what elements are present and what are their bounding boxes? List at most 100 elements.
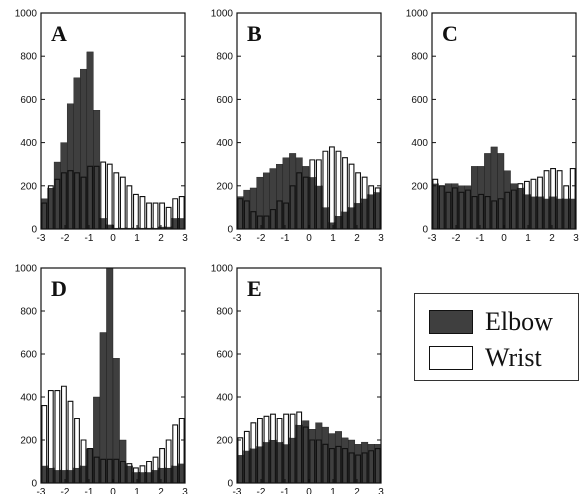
x-tick-label: 3 — [182, 487, 188, 494]
y-tick-label: 200 — [20, 181, 37, 192]
wrist-bar — [47, 185, 54, 229]
x-tick-label: 1 — [525, 233, 531, 244]
wrist-bar-fill — [179, 418, 185, 464]
wrist-bar-fill — [237, 437, 243, 456]
wrist-bar-fill — [570, 168, 576, 199]
wrist-bar-fill — [270, 414, 276, 440]
wrist-bar — [100, 458, 107, 483]
x-tick-label: 0 — [110, 487, 116, 494]
wrist-bar — [368, 185, 375, 229]
wrist-bar-fill — [290, 414, 296, 438]
wrist-bar-fill — [264, 416, 269, 443]
wrist-bar — [270, 209, 276, 229]
y-tick-label: 400 — [216, 138, 233, 149]
wrist-bar-fill — [322, 151, 328, 208]
wrist-bar — [276, 417, 283, 483]
wrist-bar — [67, 400, 74, 483]
legend-item-wrist: Wrist — [429, 343, 542, 372]
wrist-bar — [563, 185, 570, 229]
y-tick-label: 600 — [20, 95, 37, 106]
panel-d: 0 200 400 600 800 1000 -3 -2 -1 0 1 2 3 D — [15, 264, 188, 494]
x-tick-label: 0 — [306, 233, 312, 244]
wrist-bar — [283, 413, 290, 483]
wrist-bar — [276, 200, 283, 229]
wrist-bar-fill — [41, 405, 47, 466]
wrist-bar-fill — [133, 467, 139, 473]
wrist-bar — [438, 185, 445, 229]
wrist-bar-fill — [244, 431, 250, 451]
wrist-bar — [328, 448, 335, 483]
x-tick-label: -1 — [85, 233, 94, 244]
wrist-bar — [556, 170, 563, 229]
wrist-bar-fill — [81, 440, 86, 466]
wrist-bar — [368, 450, 375, 483]
x-tick-label: -1 — [281, 487, 290, 494]
wrist-bar-fill — [362, 177, 368, 199]
x-tick-label: -3 — [233, 487, 242, 494]
wrist-bar — [497, 198, 504, 229]
wrist-bar — [328, 146, 335, 229]
wrist-bar — [348, 163, 355, 229]
wrist-bar-fill — [126, 463, 132, 466]
wrist-bar-fill — [349, 164, 354, 208]
wrist-bar-fill — [250, 422, 256, 449]
wrist-bar — [152, 456, 159, 483]
wrist-bar — [263, 215, 270, 229]
wrist-bar — [159, 202, 166, 229]
wrist-bar — [113, 458, 120, 483]
wrist-bar-fill — [544, 170, 549, 199]
wrist-bar-fill — [61, 386, 67, 471]
panel-c: 0 200 400 600 800 1000 -3 -2 -1 0 1 2 3 C — [406, 9, 579, 245]
wrist-bar-fill — [309, 159, 315, 178]
wrist-bar-fill — [146, 461, 152, 473]
wrist-bar-fill — [54, 390, 60, 471]
wrist-bar — [106, 163, 113, 229]
wrist-bar — [302, 426, 309, 483]
wrist-bar — [237, 198, 244, 229]
y-tick-label: 200 — [20, 436, 37, 447]
wrist-bar — [361, 452, 368, 483]
wrist-bar — [270, 413, 276, 483]
wrist-bar — [178, 196, 185, 229]
y-tick-label: 1000 — [15, 9, 38, 20]
x-tick-label: 3 — [573, 233, 579, 244]
wrist-bar-fill — [146, 203, 152, 228]
wrist-bar-fill — [172, 424, 178, 466]
wrist-bar — [296, 172, 303, 229]
wrist-bar — [165, 206, 172, 229]
wrist-bar-fill — [563, 185, 569, 199]
wrist-bar-fill — [140, 196, 145, 228]
wrist-bar-fill — [432, 179, 438, 184]
x-tick-label: 3 — [378, 233, 384, 244]
x-tick-label: 1 — [330, 487, 336, 494]
x-tick-label: -1 — [476, 233, 485, 244]
wrist-bar-fill — [316, 159, 322, 186]
wrist-bar — [178, 417, 185, 483]
panel-a: 0 200 400 600 800 1000 -3 -2 -1 0 1 2 3 A — [15, 9, 188, 245]
y-tick-label: 800 — [216, 307, 233, 318]
wrist-bar — [484, 196, 491, 229]
x-tick-label: 0 — [306, 487, 312, 494]
wrist-bar — [119, 176, 126, 229]
wrist-bar — [126, 185, 133, 229]
panel-e: 0 200 400 600 800 1000 -3 -2 -1 0 1 2 3 E — [211, 264, 384, 494]
wrist-bar — [132, 193, 139, 229]
wrist-bar — [569, 167, 576, 229]
wrist-bar — [465, 189, 471, 229]
wrist-bar-fill — [153, 457, 158, 471]
wrist-bar — [302, 176, 309, 229]
y-tick-label: 400 — [20, 138, 37, 149]
x-tick-label: 1 — [134, 233, 140, 244]
wrist-bar — [289, 413, 296, 483]
x-tick-label: 3 — [182, 233, 188, 244]
wrist-bar — [74, 172, 80, 229]
wrist-bar — [250, 211, 257, 229]
legend-swatch-wrist — [429, 346, 473, 370]
elbow-bar — [106, 267, 114, 484]
wrist-bar — [100, 161, 107, 229]
wrist-bar — [374, 187, 381, 229]
wrist-bar — [458, 191, 465, 229]
wrist-bar — [74, 417, 80, 483]
x-tick-label: 0 — [501, 233, 507, 244]
y-tick-label: 1000 — [211, 264, 234, 275]
